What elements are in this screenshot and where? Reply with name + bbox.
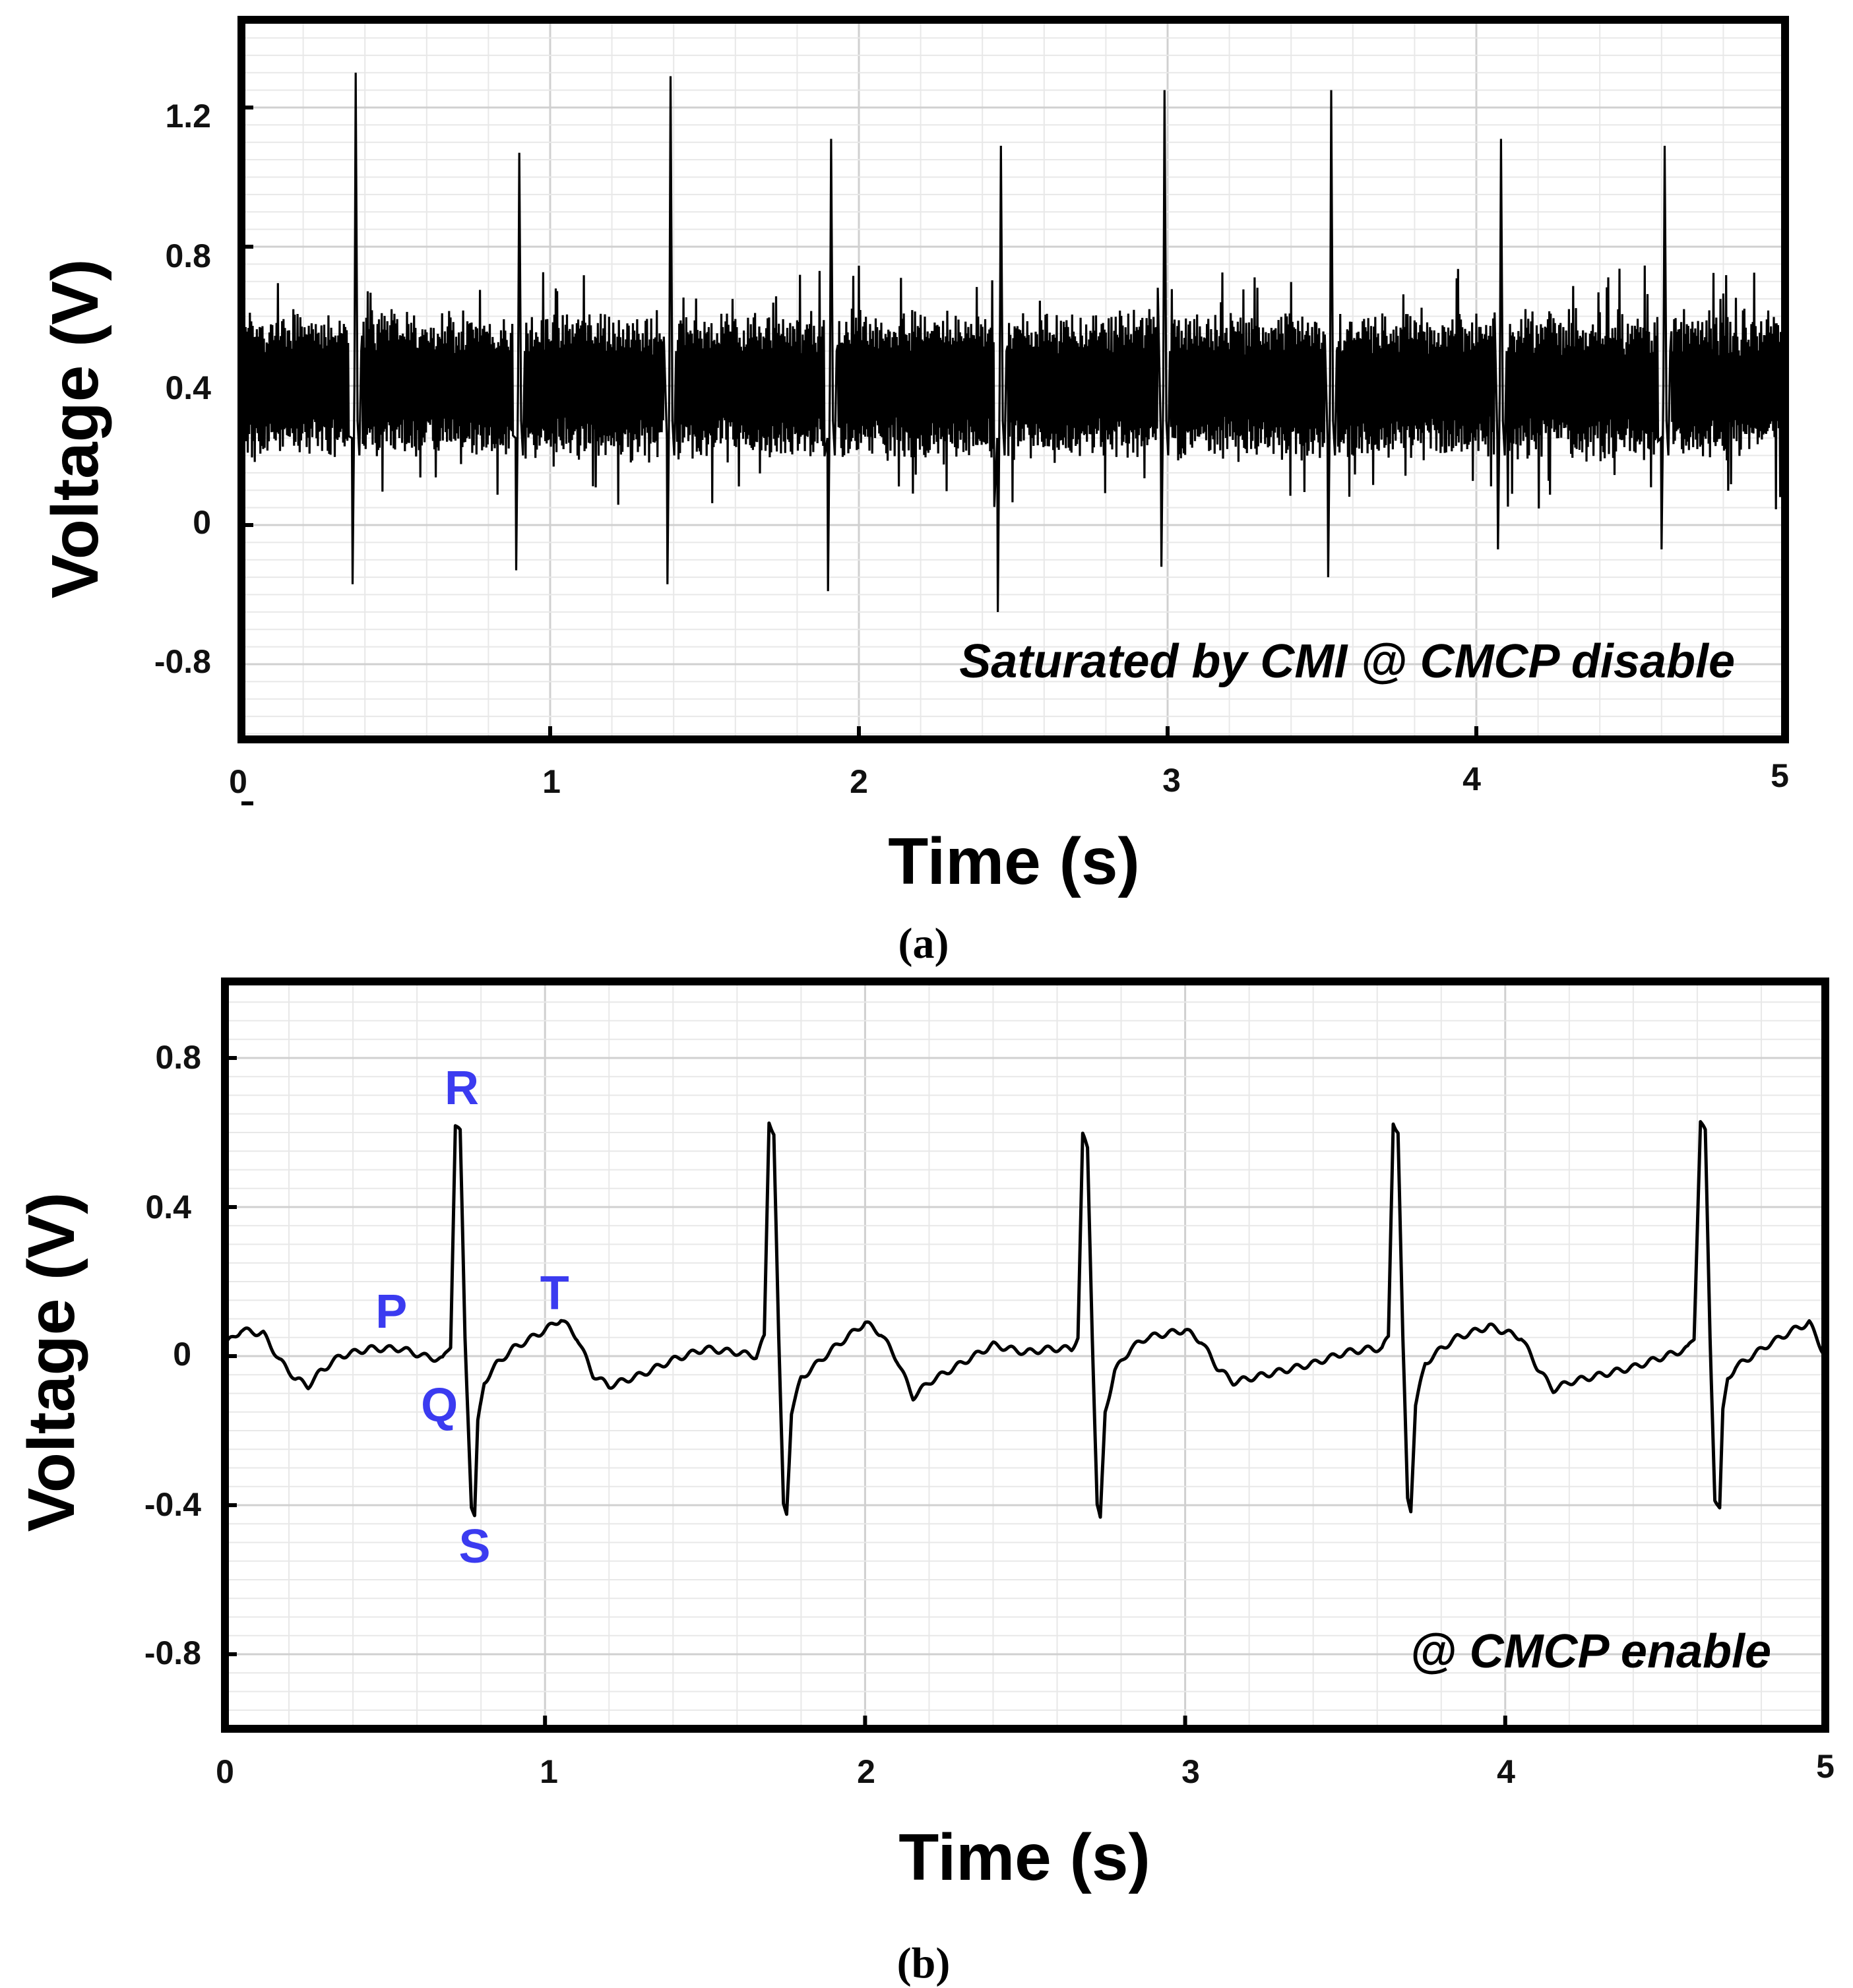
y-tick-label: 0.4 bbox=[165, 369, 211, 406]
x-tick-label: 4 bbox=[1497, 1753, 1515, 1790]
y-tick-label: 0.8 bbox=[165, 237, 211, 274]
plot-frame-a bbox=[237, 16, 1789, 743]
x-tick-label: 0 bbox=[229, 763, 247, 800]
panel-a: 1.2 0.8 0.4 0 -0.8 0 1 2 3 4 5 Time (s) … bbox=[38, 16, 1789, 968]
x-tick-label: 1 bbox=[540, 1753, 558, 1790]
wave-label-q: Q bbox=[421, 1379, 458, 1431]
x-tick-label: 2 bbox=[850, 763, 868, 800]
x-tick-label: 5 bbox=[1816, 1748, 1835, 1785]
x-tick-label: 4 bbox=[1462, 761, 1481, 797]
ecg-trace-a bbox=[240, 73, 1786, 612]
x-tick-marks-b bbox=[543, 1716, 1507, 1729]
y-tick-label: 0 bbox=[173, 1336, 191, 1373]
x-axis-title-b: Time (s) bbox=[898, 1820, 1150, 1894]
grid-b bbox=[225, 981, 1825, 1729]
wave-label-p: P bbox=[375, 1286, 407, 1338]
y-tick-label: 1.2 bbox=[165, 98, 211, 135]
panel-b: 0.8 0.4 0 -0.4 -0.8 0 1 2 3 4 5 Time (s)… bbox=[15, 978, 1835, 1987]
y-tick-label: 0 bbox=[193, 504, 211, 541]
plot-frame-b bbox=[221, 978, 1829, 1733]
x-tick-marks-a bbox=[548, 726, 1478, 739]
y-axis-title-a: Voltage (V) bbox=[38, 259, 112, 599]
wave-label-t: T bbox=[540, 1267, 569, 1320]
y-tick-label: -0.4 bbox=[144, 1486, 201, 1523]
x-tick-label: 1 bbox=[542, 763, 561, 800]
wave-label-r: R bbox=[445, 1062, 479, 1115]
wave-label-s: S bbox=[458, 1520, 490, 1573]
annotation-a: Saturated by CMI @ CMCP disable bbox=[959, 635, 1735, 688]
caption-a: (a) bbox=[898, 919, 949, 968]
y-tick-label: -0.8 bbox=[154, 643, 211, 680]
annotation-b: @ CMCP enable bbox=[1410, 1625, 1771, 1678]
x-tick-label: 3 bbox=[1181, 1753, 1200, 1790]
x-tick-label: 3 bbox=[1162, 762, 1181, 799]
x-tick-label: 2 bbox=[857, 1753, 875, 1790]
y-axis-title-b: Voltage (V) bbox=[15, 1193, 88, 1532]
x-tick-label: 5 bbox=[1771, 757, 1789, 794]
y-tick-label: 0.4 bbox=[145, 1189, 191, 1226]
x-tick-label: 0 bbox=[216, 1753, 234, 1790]
x-axis-title-a: Time (s) bbox=[888, 824, 1140, 898]
ecg-trace-b bbox=[223, 1120, 1827, 1519]
caption-b: (b) bbox=[897, 1939, 951, 1987]
y-tick-label: -0.8 bbox=[144, 1634, 201, 1671]
y-tick-label: 0.8 bbox=[155, 1039, 201, 1076]
